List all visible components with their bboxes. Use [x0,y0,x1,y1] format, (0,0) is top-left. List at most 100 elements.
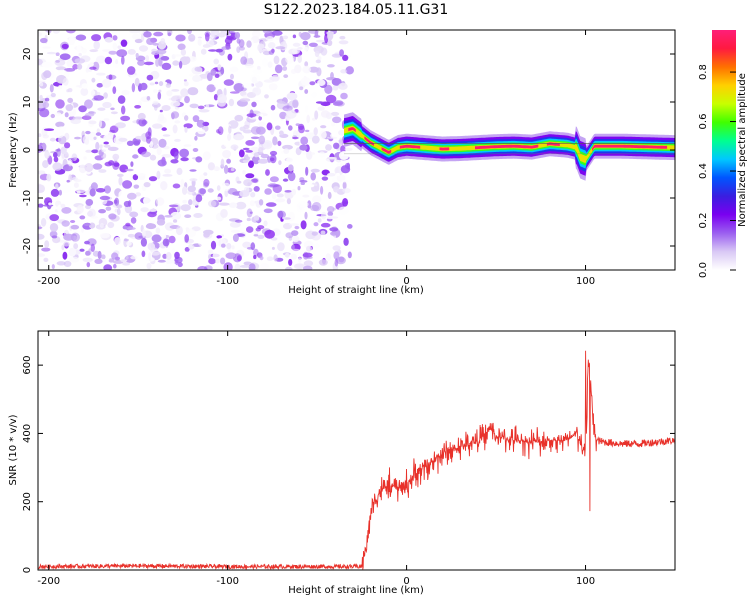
noise-cell [268,50,275,55]
noise-cell [170,211,182,220]
noise-cell [197,266,208,270]
noise-cell [258,116,263,121]
noise-cell [294,225,300,230]
noise-cell [46,51,57,55]
noise-cell [276,193,284,198]
noise-cell [42,134,49,139]
noise-cell [43,257,49,262]
ytick-label: 200 [22,492,33,511]
noise-cell [242,82,253,89]
noise-cell [126,140,134,146]
noise-cell [277,210,286,219]
noise-cell [117,95,126,104]
noise-cell [248,263,256,270]
noise-cell [141,120,148,125]
noise-cell [89,62,94,67]
noise-cell [151,51,160,56]
noise-cell [158,81,164,87]
noise-cell [157,116,167,124]
noise-cell [108,50,117,55]
noise-cell [113,263,117,269]
noise-cell [284,190,292,193]
noise-cell [103,118,110,121]
noise-cell [199,174,206,183]
noise-cell [218,126,224,135]
noise-cell [259,255,264,261]
noise-cell [239,190,250,198]
noise-cell [257,158,269,164]
noise-cell [189,103,199,109]
noise-cell [275,198,286,203]
noise-cell [297,206,305,213]
noise-cell [85,198,94,206]
noise-cell [302,194,310,198]
noise-cell [245,140,255,146]
noise-cell [222,182,231,192]
noise-cell [89,111,97,115]
noise-cell [216,196,222,201]
noise-cell [194,66,203,72]
noise-cell [129,30,141,34]
noise-cell [242,170,246,175]
noise-cell [38,253,45,257]
noise-cell [174,138,181,142]
noise-cell [187,185,196,193]
noise-cell [64,112,69,118]
noise-cell [72,177,78,181]
noise-cell [300,182,305,186]
noise-cell [325,253,331,261]
noise-cell [38,133,42,138]
noise-cell [85,130,91,135]
noise-cell [91,34,102,42]
noise-cell [298,125,305,134]
noise-cell [331,78,342,86]
noise-cell [300,77,311,86]
noise-cell [347,224,353,229]
noise-cell [251,178,258,183]
noise-cell [144,61,154,66]
noise-cell [251,101,257,108]
noise-cell [223,164,229,174]
noise-cell [242,159,250,164]
noise-cell [88,120,97,125]
noise-cell [184,115,189,121]
noise-cell [38,184,45,193]
noise-cell [73,243,79,250]
noise-cell [207,162,215,171]
noise-cell [199,165,204,175]
noise-cell [140,237,147,247]
noise-cell [73,182,79,188]
noise-cell [149,141,154,148]
colorbar-scale [712,30,736,270]
noise-cell [184,96,190,104]
noise-cell [155,58,160,67]
noise-cell [262,30,272,34]
noise-cell [295,123,300,126]
noise-cell [38,144,43,153]
noise-cell [101,149,106,153]
noise-cell [130,217,137,224]
noise-cell [202,151,211,161]
noise-cell [268,83,278,91]
noise-cell [200,86,207,96]
colorbar: 0.0 0.2 0.4 0.6 0.8 Normalized spectral ampl… [698,30,748,278]
noise-cell [63,260,72,267]
noise-cell [321,211,327,220]
noise-cell [214,73,220,79]
noise-cell [39,82,44,87]
noise-cell [149,154,157,161]
noise-cell [162,174,173,177]
noise-cell [157,91,162,100]
noise-cell [172,124,178,134]
noise-cell [173,54,182,57]
noise-cell [264,94,269,99]
noise-cell [67,97,74,104]
noise-cell [242,129,252,134]
noise-cell [168,235,176,244]
noise-cell [260,262,269,270]
noise-cell [258,135,266,145]
noise-cell [235,201,247,210]
noise-cell [199,188,207,195]
noise-cell [61,244,65,251]
